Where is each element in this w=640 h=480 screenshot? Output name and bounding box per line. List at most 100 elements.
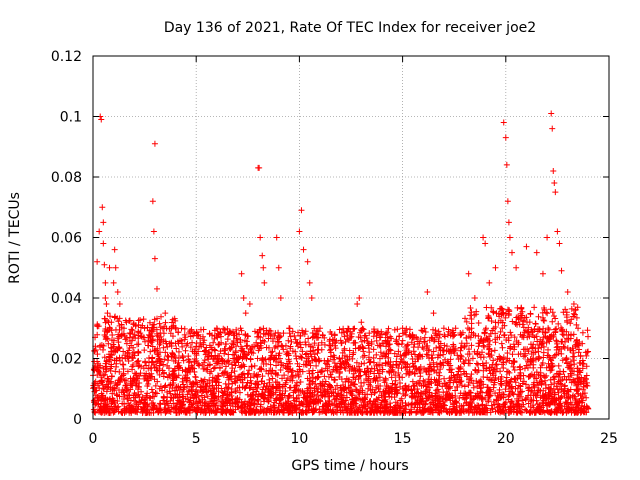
data-point: [376, 374, 383, 381]
data-point: [162, 405, 169, 412]
data-point: [555, 362, 562, 369]
data-point: [175, 348, 182, 355]
data-point: [376, 355, 383, 362]
data-point: [570, 310, 577, 317]
data-point: [419, 395, 426, 402]
data-point: [432, 393, 439, 400]
data-point: [192, 373, 199, 380]
data-point: [326, 342, 333, 349]
data-point: [520, 332, 527, 339]
data-point: [471, 312, 478, 319]
data-point: [262, 356, 269, 363]
data-point: [395, 348, 402, 355]
data-point: [502, 314, 509, 321]
data-point: [559, 409, 566, 416]
data-point: [347, 334, 354, 341]
data-point: [376, 361, 383, 368]
data-point: [534, 325, 541, 332]
data-point: [239, 345, 246, 352]
data-point: [543, 372, 550, 379]
data-point: [430, 359, 437, 366]
data-point: [524, 328, 531, 335]
data-point: [353, 387, 360, 394]
data-point: [264, 405, 271, 412]
data-point: [349, 404, 356, 411]
data-point: [349, 388, 356, 395]
data-point: [371, 409, 378, 416]
data-point: [531, 334, 538, 341]
data-point: [149, 355, 156, 362]
data-point: [466, 401, 473, 408]
data-point: [577, 369, 584, 376]
data-point: [164, 362, 171, 369]
data-point: [252, 391, 259, 398]
data-point: [433, 377, 440, 384]
data-point: [388, 384, 395, 391]
data-point: [153, 390, 160, 397]
data-point: [371, 329, 378, 336]
data-point: [314, 346, 321, 353]
data-point: [167, 330, 174, 337]
data-point: [554, 386, 561, 393]
data-point: [370, 354, 377, 361]
data-point: [228, 344, 235, 351]
data-point: [256, 366, 263, 373]
data-point-peak: [273, 234, 280, 241]
data-point: [425, 409, 432, 416]
data-point: [165, 402, 172, 409]
data-point: [431, 336, 438, 343]
data-point: [395, 341, 402, 348]
data-point: [334, 390, 341, 397]
data-point: [119, 400, 126, 407]
data-point: [195, 331, 202, 338]
data-point: [199, 396, 206, 403]
data-point: [265, 392, 272, 399]
data-point-peak: [548, 110, 555, 117]
data-point: [399, 385, 406, 392]
data-point-peak: [104, 310, 111, 317]
data-point: [426, 389, 433, 396]
data-point: [91, 347, 98, 354]
data-point: [267, 361, 274, 368]
data-point: [580, 386, 587, 393]
data-point: [520, 401, 527, 408]
data-point: [247, 374, 254, 381]
data-point: [162, 319, 169, 326]
data-point: [144, 401, 151, 408]
data-point: [465, 407, 472, 414]
data-point: [420, 345, 427, 352]
data-point: [540, 317, 547, 324]
data-point: [122, 376, 129, 383]
data-point: [561, 373, 568, 380]
data-point: [545, 352, 552, 359]
data-point-peak: [151, 255, 158, 262]
data-point: [525, 400, 532, 407]
data-point: [393, 386, 400, 393]
data-point: [294, 382, 301, 389]
data-point: [200, 341, 207, 348]
data-point: [272, 379, 279, 386]
data-point: [112, 368, 119, 375]
data-point: [518, 305, 525, 312]
data-point: [497, 395, 504, 402]
data-point: [301, 390, 308, 397]
data-point: [213, 375, 220, 382]
data-point: [513, 409, 520, 416]
data-point: [297, 344, 304, 351]
data-point: [306, 385, 313, 392]
data-point: [495, 319, 502, 326]
data-point: [334, 382, 341, 389]
data-point: [133, 359, 140, 366]
data-point: [446, 366, 453, 373]
data-point: [116, 368, 123, 375]
data-point: [146, 394, 153, 401]
data-point: [421, 338, 428, 345]
data-point: [247, 402, 254, 409]
data-point: [382, 394, 389, 401]
data-point-peak: [296, 228, 303, 235]
data-point: [454, 371, 461, 378]
data-point: [507, 329, 514, 336]
data-point: [488, 304, 495, 311]
data-point: [567, 346, 574, 353]
data-point: [342, 365, 349, 372]
